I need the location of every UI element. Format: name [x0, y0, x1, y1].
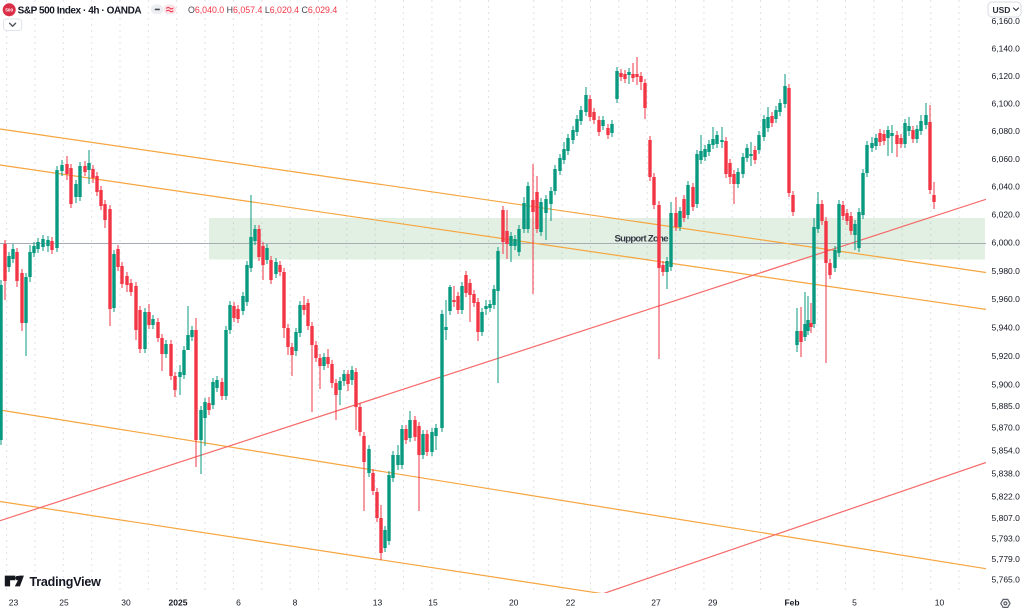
svg-text:5,838.0: 5,838.0	[992, 468, 1021, 478]
svg-text:6,100.0: 6,100.0	[992, 99, 1021, 109]
svg-text:5,779.0: 5,779.0	[992, 554, 1021, 564]
svg-text:6,140.0: 6,140.0	[992, 43, 1021, 53]
svg-text:6,040.0: 6,040.0	[992, 182, 1021, 192]
svg-text:6: 6	[236, 598, 241, 608]
svg-text:5,870.0: 5,870.0	[992, 422, 1021, 432]
svg-text:5,854.0: 5,854.0	[992, 445, 1021, 455]
svg-text:5,822.0: 5,822.0	[992, 492, 1021, 502]
svg-text:500: 500	[5, 8, 13, 13]
svg-text:Support Zone: Support Zone	[615, 234, 669, 245]
svg-text:15: 15	[428, 598, 438, 608]
svg-text:30: 30	[121, 598, 131, 608]
svg-text:5,807.0: 5,807.0	[992, 513, 1021, 523]
svg-text:6,120.0: 6,120.0	[992, 71, 1021, 81]
svg-text:22: 22	[566, 598, 576, 608]
svg-text:6,060.0: 6,060.0	[992, 154, 1021, 164]
svg-text:13: 13	[373, 598, 383, 608]
svg-text:27: 27	[651, 598, 661, 608]
svg-text:TradingView: TradingView	[30, 575, 102, 589]
svg-text:5,920.0: 5,920.0	[992, 351, 1021, 361]
svg-text:29: 29	[708, 598, 718, 608]
svg-text:6,020.0: 6,020.0	[992, 210, 1021, 220]
svg-text:6,160.0: 6,160.0	[992, 16, 1021, 26]
svg-text:8: 8	[293, 598, 298, 608]
svg-text:20: 20	[509, 598, 519, 608]
svg-text:5,793.0: 5,793.0	[992, 534, 1021, 544]
svg-text:5,940.0: 5,940.0	[992, 322, 1021, 332]
svg-text:5,980.0: 5,980.0	[992, 266, 1021, 276]
svg-text:2025: 2025	[169, 598, 188, 608]
svg-text:S&P 500 Index · 4h · OANDA: S&P 500 Index · 4h · OANDA	[18, 6, 142, 17]
svg-text:5,960.0: 5,960.0	[992, 294, 1021, 304]
svg-text:USD: USD	[993, 5, 1011, 15]
svg-text:6,080.0: 6,080.0	[992, 126, 1021, 136]
svg-text:10: 10	[935, 598, 945, 608]
svg-text:Feb: Feb	[784, 598, 799, 608]
svg-text:5,765.0: 5,765.0	[992, 574, 1021, 584]
svg-text:23: 23	[9, 598, 19, 608]
svg-text:5,885.0: 5,885.0	[992, 401, 1021, 411]
svg-text:6,000.0: 6,000.0	[992, 238, 1021, 248]
svg-text:5,900.0: 5,900.0	[992, 379, 1021, 389]
svg-text:25: 25	[59, 598, 69, 608]
svg-text:O6,040.0 H6,057.4 L6,020.4 C6,: O6,040.0 H6,057.4 L6,020.4 C6,029.4	[188, 5, 337, 15]
svg-text:5: 5	[852, 598, 857, 608]
